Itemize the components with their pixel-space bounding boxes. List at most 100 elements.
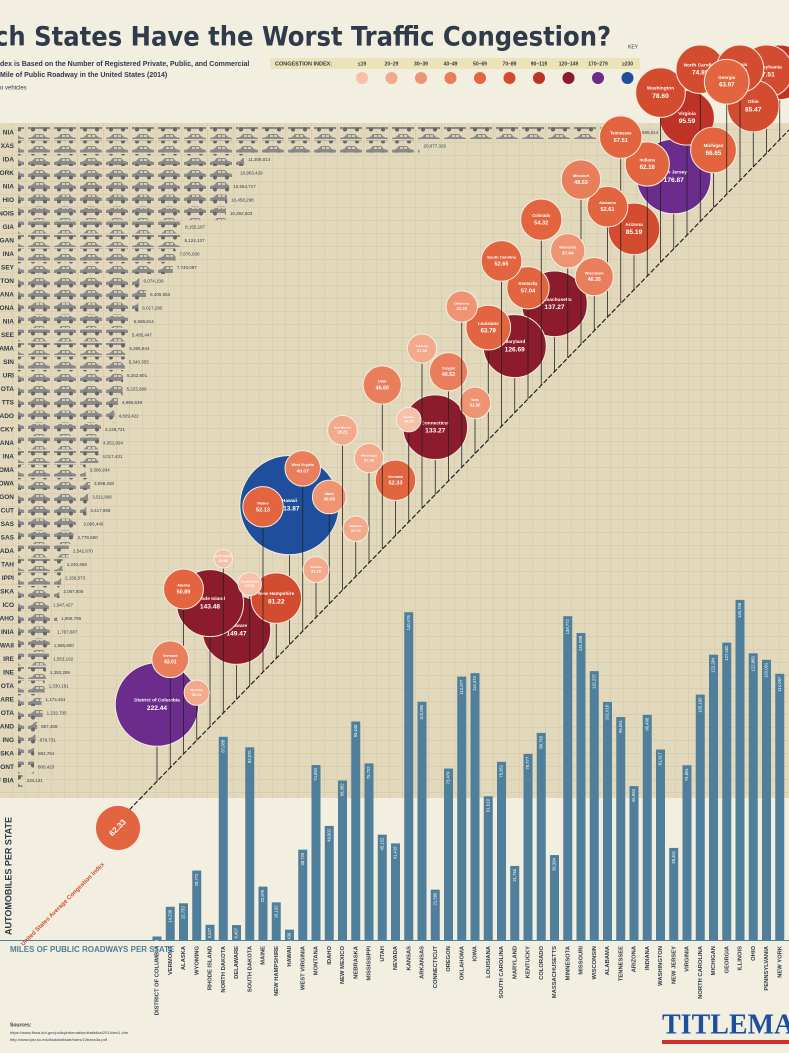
bubble-value: 10.86: [218, 559, 228, 563]
bubble-name: Ohio: [748, 99, 759, 105]
vehicle-row: [18, 491, 89, 504]
roads-bar: [271, 902, 281, 940]
state-name: Kansas: [406, 946, 412, 971]
vehicle-count: 5,366,844: [129, 346, 150, 351]
roads-label: 114,373: [472, 675, 477, 690]
state-name: Tennessee: [618, 946, 624, 981]
roads-label: 21,580: [432, 892, 437, 905]
vehicle-count: 10,392,503: [230, 211, 253, 216]
roads-bar: [430, 889, 440, 940]
index-bubble: [374, 459, 417, 501]
roads-bar: [589, 671, 599, 940]
state-row-label: IRE: [3, 656, 15, 663]
index-bubble: [624, 141, 670, 187]
roads-label: 48,902: [326, 828, 331, 841]
vehicle-row: [18, 181, 230, 193]
roads-label: 105,180: [697, 697, 702, 713]
bubble-name: North Carolina: [684, 62, 718, 68]
bubble-name: Delaware: [226, 623, 247, 629]
roads-bar: [735, 599, 745, 940]
state-row-label: OTA: [1, 386, 15, 393]
state-row-label: AND: [0, 724, 14, 731]
state-row-label: INIA: [1, 629, 14, 636]
bubble-name: Alaska: [177, 583, 191, 588]
state-row-label: WAII: [0, 643, 14, 650]
index-bubble: [362, 365, 402, 405]
bubble-value: 17.51: [245, 584, 255, 588]
roads-label: 102,018: [605, 704, 610, 720]
vehicle-count: 1,585,800: [54, 643, 75, 648]
vehicle-row: [18, 667, 46, 679]
roads-bar: [311, 765, 321, 940]
bubble-value: 52.33: [389, 481, 403, 487]
vehicle-count: 4,996,639: [122, 400, 143, 405]
vehicle-row: [18, 586, 60, 598]
source: https://www.fhwa.dot.gov/policyinformati…: [10, 1030, 129, 1035]
state-name: West Virginia: [300, 945, 306, 990]
roads-bar: [483, 796, 493, 940]
vehicle-count: 1,553,192: [53, 657, 74, 662]
vehicle-row: [18, 194, 228, 207]
roads-label: 74,901: [684, 768, 689, 781]
key-title: KEY: [628, 44, 639, 50]
state-name: New Hampshire: [274, 946, 280, 996]
roads-label: 36,394: [552, 857, 557, 870]
roads-label: 73,479: [446, 771, 451, 784]
vehicle-row: [18, 640, 50, 652]
vehicle-count: 2,240,498: [67, 562, 88, 567]
key-bin-label: 30–39: [414, 61, 428, 67]
vehicle-row: [18, 613, 58, 625]
roads-label: 122,284: [711, 657, 716, 673]
bubble-name: Kentucky: [519, 281, 539, 286]
state-name: Maryland: [512, 946, 518, 979]
state-name: Washington: [658, 946, 664, 986]
roads-label: 4,439: [287, 932, 292, 943]
source: http://www.ipsr.ku.edu/ksdata/ksah/trans…: [10, 1037, 108, 1042]
key-bin-label: 50–69: [473, 61, 487, 67]
vehicle-count: 804,761: [38, 751, 55, 756]
roads-bar: [351, 721, 361, 940]
roads-bar: [775, 673, 785, 940]
bubble-value: 81.22: [268, 598, 285, 605]
roads-label: 81,617: [658, 752, 663, 765]
index-bubble: [574, 257, 614, 297]
state-row-label: ADO: [0, 413, 14, 420]
index-bubble: [311, 479, 347, 515]
subtitle: dex is Based on the Number of Registered…: [0, 61, 249, 68]
average-bubble: [95, 805, 141, 851]
state-row-label: ONT: [0, 764, 14, 771]
vehicle-row: [18, 721, 38, 733]
roads-label: 45,152: [379, 837, 384, 850]
vehicle-row: [18, 761, 35, 774]
state-name: Virginia: [685, 945, 691, 972]
roads-label: 76,361: [499, 764, 504, 777]
bubble-name: South Carolina: [487, 254, 517, 259]
vehicle-row: [18, 343, 126, 355]
bubble-name: Connecticut: [421, 420, 449, 426]
roads-axis-label: MILES OF PUBLIC ROADWAYS PER STATE: [10, 945, 175, 954]
roads-bar: [391, 843, 400, 940]
index-bubble: [560, 159, 602, 200]
state-row-label: TON: [0, 278, 14, 285]
state-row-label: GON: [0, 494, 14, 501]
roads-bar: [629, 786, 639, 940]
roads-bar: [576, 632, 586, 940]
roads-bar: [642, 714, 652, 940]
index-bubble: [428, 352, 469, 392]
roads-bar: [510, 865, 520, 940]
vehicle-row: [18, 748, 35, 760]
bubble-value: 133.27: [425, 428, 446, 435]
state-row-label: TTS: [2, 400, 15, 407]
state-row-label: INE: [3, 670, 15, 677]
bubble-name: Arizona: [625, 222, 643, 228]
vehicle-row: [18, 329, 128, 342]
roads-bar: [232, 925, 241, 940]
roads-bar: [245, 747, 255, 940]
vehicle-count: 6,017,295: [142, 306, 163, 311]
vehicle-row: [18, 410, 115, 423]
vehicle-row: [18, 707, 43, 720]
index-bubble: [284, 450, 321, 487]
bubble-name: Pennsylvania: [751, 64, 782, 70]
vehicle-row: [18, 478, 90, 490]
state-name: Alabama: [605, 945, 611, 975]
